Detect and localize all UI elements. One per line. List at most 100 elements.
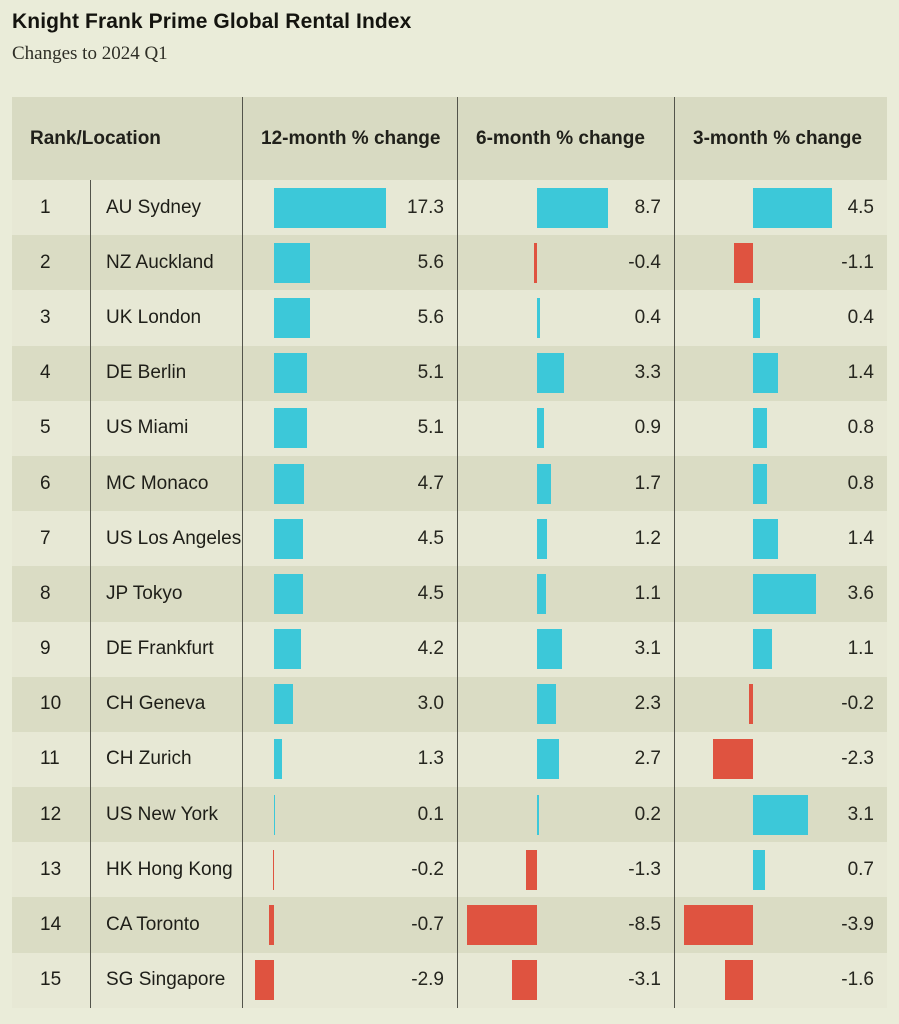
location-cell: NZ Auckland — [90, 235, 242, 291]
chart-cell-6-month: 1.2 — [457, 511, 674, 567]
location-cell: JP Tokyo — [90, 566, 242, 622]
location-label: MC Monaco — [106, 472, 209, 494]
chart-cell-12-month: 3.0 — [242, 676, 457, 732]
location-cell: SG Singapore — [90, 952, 242, 1008]
chart-cell-6-month: 2.7 — [457, 731, 674, 788]
value-label-12-month: 17.3 — [407, 196, 444, 218]
table-row: 9 DE Frankfurt 4.2 3.1 1.1 — [12, 621, 887, 677]
rank-value: 10 — [40, 693, 62, 715]
chart-cell-6-month: 1.7 — [457, 455, 674, 512]
chart-cell-6-month: 0.2 — [457, 787, 674, 843]
chart-cell-6-month: -8.5 — [457, 897, 674, 953]
value-label-6-month: 3.1 — [634, 638, 661, 660]
value-label-3-month: -3.9 — [841, 914, 874, 936]
chart-cell-12-month: -2.9 — [242, 952, 457, 1008]
chart-cell-3-month: 0.8 — [674, 400, 887, 456]
chart-cell-6-month: 0.4 — [457, 290, 674, 346]
rank-cell: 10 — [12, 677, 90, 732]
positive-bar-3-month — [753, 297, 761, 338]
value-label-3-month: 0.7 — [847, 858, 874, 880]
negative-bar-6-month — [511, 960, 537, 1001]
value-label-6-month: -3.1 — [628, 969, 661, 991]
location-label: CA Toronto — [106, 914, 200, 936]
value-label-12-month: 4.5 — [417, 582, 444, 604]
rank-cell: 11 — [12, 732, 90, 787]
value-label-3-month: 3.6 — [847, 582, 874, 604]
negative-bar-6-month — [533, 242, 537, 283]
positive-bar-6-month — [537, 408, 545, 449]
positive-bar-6-month — [537, 573, 547, 614]
value-label-3-month: 0.4 — [847, 306, 874, 328]
positive-bar-12-month — [274, 242, 311, 283]
chart-cell-12-month: -0.2 — [242, 842, 457, 898]
positive-bar-3-month — [753, 573, 817, 614]
table-row: 8 JP Tokyo 4.5 1.1 3.6 — [12, 566, 887, 622]
chart-cell-3-month: 1.4 — [674, 511, 887, 567]
page-subtitle: Changes to 2024 Q1 — [12, 43, 168, 64]
table-row: 13 HK Hong Kong -0.2 -1.3 0.7 — [12, 842, 887, 898]
chart-cell-12-month: 4.5 — [242, 566, 457, 622]
positive-bar-3-month — [753, 849, 766, 890]
value-label-6-month: 0.4 — [634, 306, 661, 328]
negative-bar-6-month — [467, 905, 537, 946]
positive-bar-3-month — [753, 794, 808, 835]
chart-cell-12-month: 4.2 — [242, 621, 457, 677]
chart-cell-6-month: -0.4 — [457, 235, 674, 291]
value-label-6-month: 2.3 — [634, 693, 661, 715]
positive-bar-6-month — [537, 463, 551, 504]
positive-bar-6-month — [537, 187, 609, 228]
positive-bar-12-month — [274, 684, 294, 725]
chart-cell-3-month: -1.1 — [674, 235, 887, 291]
table-row: 4 DE Berlin 5.1 3.3 1.4 — [12, 345, 887, 401]
value-label-3-month: 3.1 — [847, 803, 874, 825]
positive-bar-12-month — [274, 408, 307, 449]
header-cell-3-month: 3-month % change — [674, 97, 887, 180]
chart-cell-12-month: 0.1 — [242, 787, 457, 843]
rank-cell: 13 — [12, 842, 90, 897]
location-label: CH Zurich — [106, 748, 192, 770]
rank-value: 3 — [40, 306, 51, 328]
rank-cell: 12 — [12, 787, 90, 842]
negative-bar-12-month — [269, 905, 274, 946]
rank-cell: 4 — [12, 346, 90, 401]
location-label: UK London — [106, 306, 202, 328]
rank-cell: 8 — [12, 566, 90, 621]
location-cell: AU Sydney — [90, 180, 242, 236]
value-label-6-month: 1.2 — [634, 527, 661, 549]
location-label: US New York — [106, 803, 218, 825]
location-cell: MC Monaco — [90, 455, 242, 512]
rank-cell: 3 — [12, 290, 90, 345]
chart-cell-12-month: 4.5 — [242, 511, 457, 567]
value-label-6-month: -1.3 — [628, 858, 661, 880]
value-label-3-month: 1.1 — [847, 638, 874, 660]
location-cell: HK Hong Kong — [90, 842, 242, 898]
value-label-3-month: 0.8 — [847, 472, 874, 494]
rank-value: 1 — [40, 196, 51, 218]
positive-bar-12-month — [274, 297, 311, 338]
table-row: 5 US Miami 5.1 0.9 0.8 — [12, 400, 887, 456]
value-label-6-month: 2.7 — [634, 748, 661, 770]
value-label-12-month: -2.9 — [411, 969, 444, 991]
table-row: 14 CA Toronto -0.7 -8.5 -3.9 — [12, 897, 887, 953]
chart-cell-6-month: 2.3 — [457, 676, 674, 732]
positive-bar-3-month — [753, 629, 773, 670]
table-row: 2 NZ Auckland 5.6 -0.4 -1.1 — [12, 235, 887, 291]
value-label-12-month: 5.1 — [417, 417, 444, 439]
rank-value: 8 — [40, 582, 51, 604]
rank-cell: 6 — [12, 456, 90, 511]
table-body: 1 AU Sydney 17.3 8.7 4.5 2 NZ Auckland 5.6 -0.4 -… — [12, 180, 887, 1008]
chart-cell-12-month: 5.6 — [242, 290, 457, 346]
chart-cell-3-month: 3.1 — [674, 787, 887, 843]
chart-cell-6-month: 0.9 — [457, 400, 674, 456]
value-label-12-month: 3.0 — [417, 693, 444, 715]
value-label-12-month: 5.1 — [417, 362, 444, 384]
location-label: DE Berlin — [106, 362, 187, 384]
value-label-12-month: 4.2 — [417, 638, 444, 660]
value-label-6-month: -8.5 — [628, 914, 661, 936]
chart-cell-3-month: -3.9 — [674, 897, 887, 953]
value-label-12-month: 1.3 — [417, 748, 444, 770]
chart-cell-3-month: 1.4 — [674, 345, 887, 401]
value-label-3-month: 4.5 — [847, 196, 874, 218]
header-cell-12-month: 12-month % change — [242, 97, 457, 180]
positive-bar-12-month — [274, 794, 276, 835]
